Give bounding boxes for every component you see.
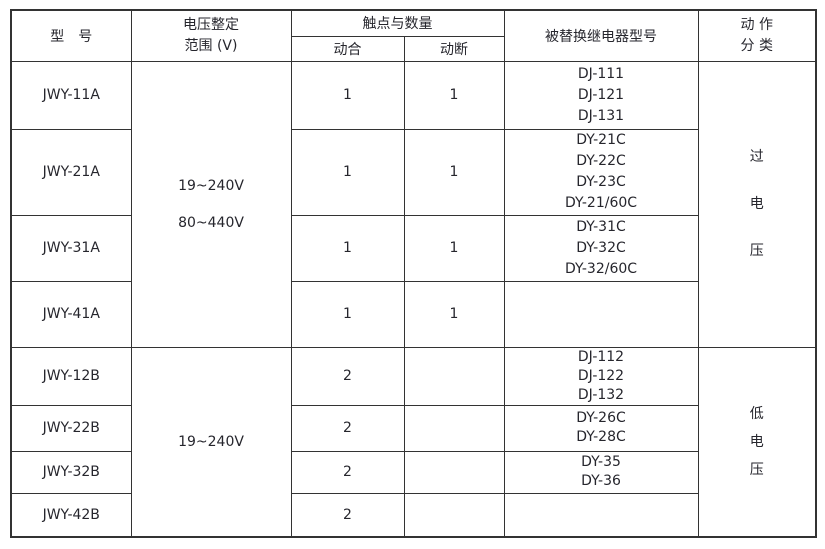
action-class-label: 低 电 压: [701, 348, 814, 536]
relay-model: DY-35: [581, 454, 621, 470]
header-row-2: 动合 动断: [11, 35, 816, 62]
header-normally-closed: 动断: [403, 35, 505, 62]
table-row: JWY-11A 19~240V 80~440V 1 1 DJ-111 DJ-12…: [10, 60, 817, 348]
action-class-cell: 过 电 压: [697, 60, 817, 348]
header-voltage-line2: 范围 (V): [184, 37, 238, 54]
relay-model: DY-21C: [576, 132, 626, 148]
header-action-line1: 动 作: [740, 16, 773, 33]
relay-model: DJ-122: [577, 367, 625, 384]
normally-closed-cell: 1: [403, 280, 505, 348]
normally-closed-cell: [403, 450, 505, 494]
voltage-range-cell: 19~240V 80~440V: [130, 60, 292, 348]
replaced-relay-cell: DJ-112 DJ-122 DJ-132: [503, 346, 699, 406]
replaced-relay-cell: DY-31C DY-32C DY-32/60C: [503, 214, 699, 282]
table-header: 型 号 电压整定 范围 (V) 触点与数量 被替换继电器型号 动 作 分 类 动…: [10, 9, 817, 62]
relay-model: DJ-112: [577, 348, 625, 365]
normally-open-cell: 1: [290, 280, 405, 348]
header-voltage-range: 电压整定 范围 (V): [130, 9, 292, 62]
relay-model: DY-32C: [576, 239, 626, 256]
overvoltage-group: JWY-11A 19~240V 80~440V 1 1 DJ-111 DJ-12…: [10, 60, 817, 348]
model-cell: JWY-21A: [10, 128, 132, 216]
header-normally-open: 动合: [290, 35, 405, 62]
relay-model: DJ-121: [577, 86, 625, 103]
model-cell: JWY-11A: [10, 60, 132, 130]
relay-model: DJ-131: [577, 107, 625, 124]
normally-closed-cell: [403, 346, 505, 406]
normally-closed-cell: 1: [403, 60, 505, 130]
action-class-label: 过 电 压: [701, 62, 814, 346]
voltage-value: 19~240V: [178, 433, 244, 450]
normally-open-cell: 2: [290, 346, 405, 406]
header-row-1: 型 号 电压整定 范围 (V) 触点与数量 被替换继电器型号 动 作 分 类: [10, 9, 817, 62]
header-action-line2: 分 类: [740, 37, 773, 54]
normally-closed-cell: 1: [403, 128, 505, 216]
action-char: 电: [749, 433, 764, 450]
normally-open-cell: 1: [290, 128, 405, 216]
relay-model: DJ-132: [577, 386, 625, 403]
model-cell: JWY-41A: [10, 280, 132, 348]
voltage-range-cell: 19~240V: [130, 346, 292, 538]
replaced-relay-cell: DY-26C DY-28C: [503, 404, 699, 452]
voltage-value: 19~240V: [178, 177, 244, 194]
relay-model: DY-22C: [576, 153, 626, 169]
replaced-relay-cell: DY-21C DY-22C DY-23C DY-21/60C: [503, 128, 699, 216]
relay-model: DY-36: [581, 473, 621, 489]
table-row: JWY-21A 1 1 DY-21C DY-22C DY-23C DY-21/6…: [10, 128, 816, 216]
replaced-relay-cell: DJ-111 DJ-121 DJ-131: [503, 60, 699, 130]
normally-closed-cell: [403, 492, 505, 538]
normally-closed-cell: [403, 404, 505, 452]
normally-open-cell: 1: [290, 60, 405, 130]
replaced-relay-cell: [503, 280, 699, 348]
table-row: JWY-31A 1 1 DY-31C DY-32C DY-32/60C: [10, 214, 816, 282]
action-char: 压: [749, 461, 764, 478]
action-char: 过: [749, 149, 764, 165]
model-cell: JWY-22B: [10, 404, 132, 452]
header-model: 型 号: [10, 9, 132, 62]
relay-model: DY-31C: [576, 218, 626, 235]
normally-open-cell: 1: [290, 214, 405, 282]
action-char: 电: [749, 196, 764, 212]
relay-replacement-table: 型 号 电压整定 范围 (V) 触点与数量 被替换继电器型号 动 作 分 类 动…: [10, 9, 817, 538]
table-row: JWY-12B 19~240V 2 DJ-112 DJ-122 DJ-132 低…: [10, 346, 817, 538]
relay-model: DY-28C: [576, 429, 626, 445]
model-cell: JWY-32B: [10, 450, 132, 494]
action-char: 压: [749, 243, 764, 259]
normally-open-cell: 2: [290, 450, 405, 494]
table-row: JWY-42B 2: [10, 492, 816, 538]
replaced-relay-cell: [503, 492, 699, 538]
relay-model: DJ-111: [577, 65, 625, 82]
model-cell: JWY-42B: [10, 492, 132, 538]
header-replaced-relay: 被替换继电器型号: [503, 9, 699, 62]
table-row: JWY-32B 2 DY-35 DY-36: [10, 450, 816, 494]
model-cell: JWY-12B: [10, 346, 132, 406]
header-contacts-quantity: 触点与数量: [290, 9, 505, 37]
relay-model: DY-23C: [576, 174, 626, 190]
relay-model: DY-26C: [576, 410, 626, 426]
action-char: 低: [749, 405, 764, 422]
voltage-value: 80~440V: [178, 214, 244, 231]
model-cell: JWY-31A: [10, 214, 132, 282]
header-action-class: 动 作 分 类: [697, 9, 817, 62]
undervoltage-group: JWY-12B 19~240V 2 DJ-112 DJ-122 DJ-132 低…: [10, 346, 817, 538]
normally-closed-cell: 1: [403, 214, 505, 282]
action-class-cell: 低 电 压: [697, 346, 817, 538]
relay-model: DY-32/60C: [564, 260, 638, 277]
normally-open-cell: 2: [290, 404, 405, 452]
relay-model: DY-21/60C: [564, 195, 638, 211]
normally-open-cell: 2: [290, 492, 405, 538]
header-voltage-line1: 电压整定: [183, 16, 239, 33]
replaced-relay-cell: DY-35 DY-36: [503, 450, 699, 494]
